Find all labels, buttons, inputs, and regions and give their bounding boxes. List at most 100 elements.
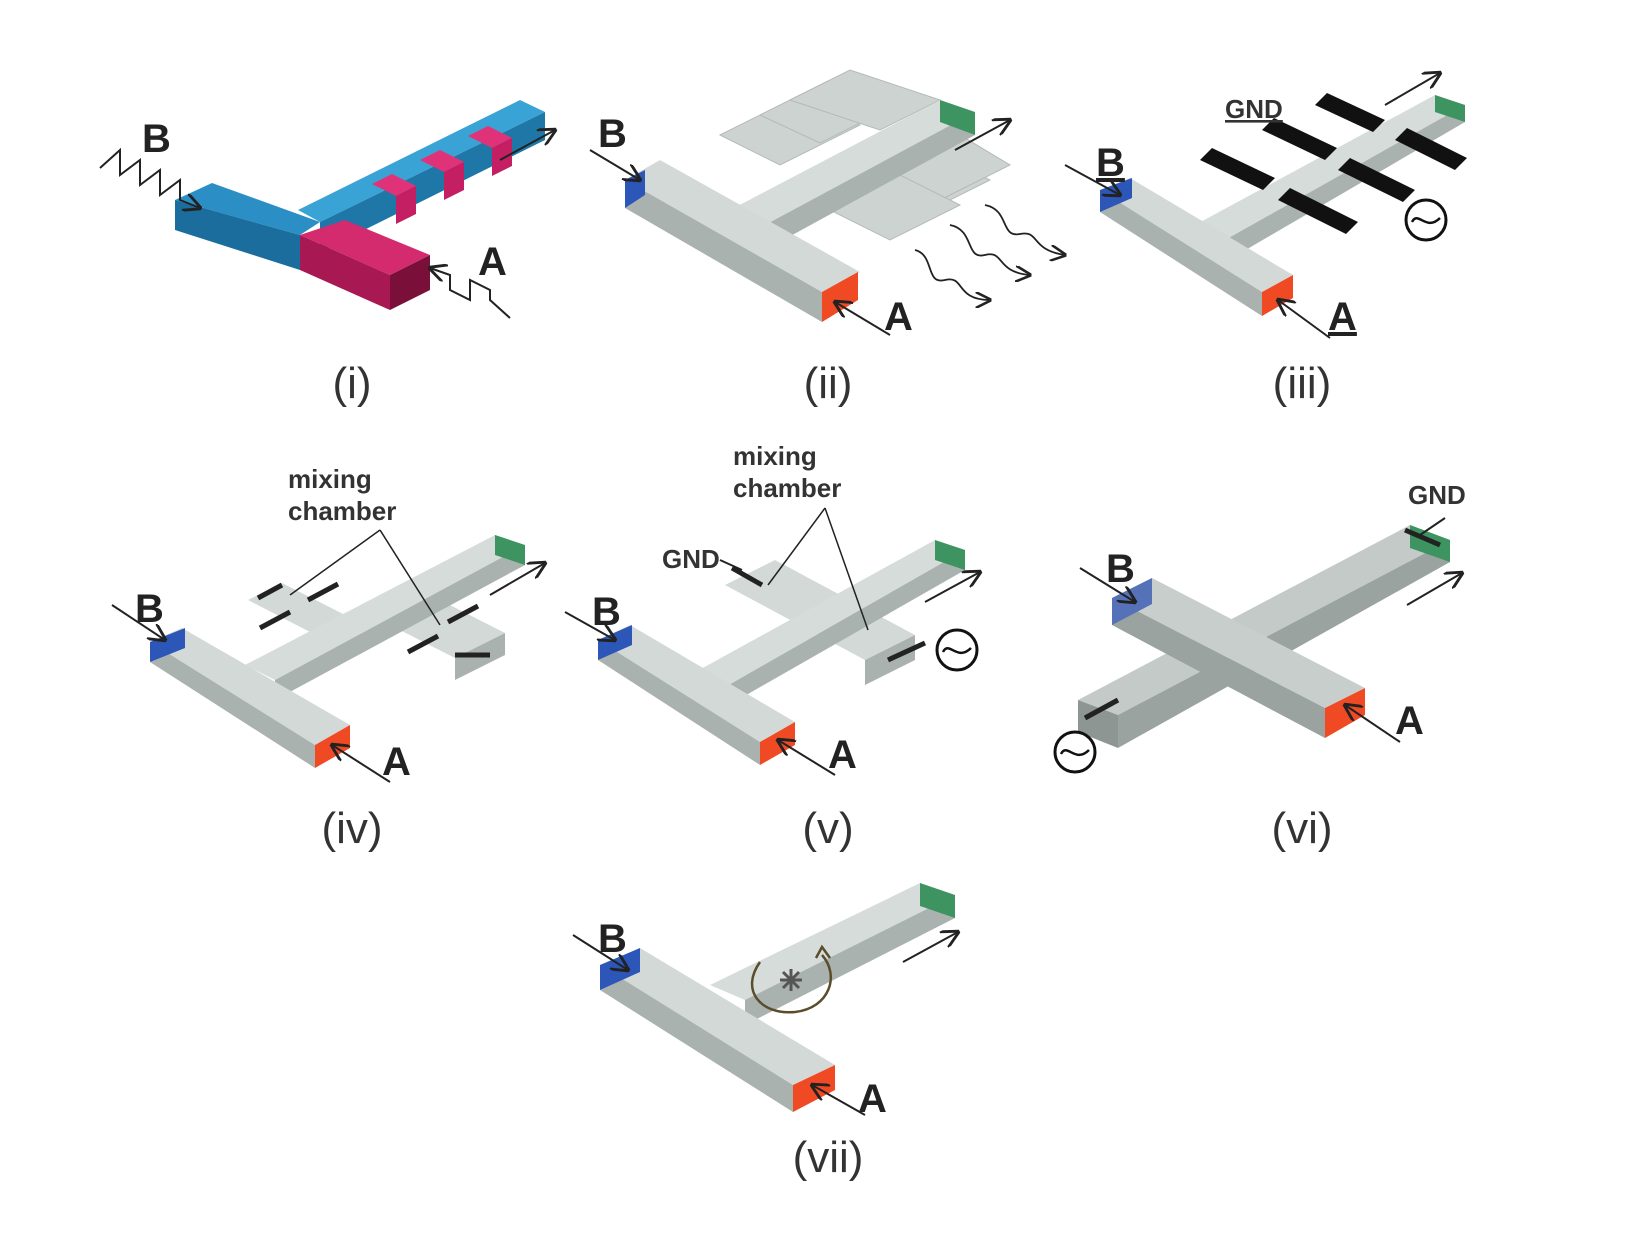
outlet-port — [935, 540, 965, 570]
inlet-b-arrow — [1079, 567, 1135, 602]
inlet-b-channel-side — [150, 642, 315, 768]
inlet-a-label: A — [1395, 699, 1424, 743]
inlet-b-label: B — [592, 590, 621, 634]
input-a-square-wave — [430, 268, 511, 319]
stripe-bands — [372, 126, 512, 224]
outlet-channel-top — [1195, 95, 1465, 240]
panel-label-i: (i) — [332, 359, 371, 408]
outlet-channel-top — [690, 540, 965, 690]
inlet-b-channel-side — [625, 180, 822, 322]
rotating-stirrer-icon — [750, 944, 832, 1014]
outlet-channel-top — [730, 100, 975, 225]
panel-label-v: (v) — [802, 804, 853, 853]
emission-wave-2 — [949, 224, 1030, 275]
inlet-a-arrow — [835, 302, 891, 336]
inlet-a-label: A — [382, 740, 411, 784]
inlet-b-channel-side — [1112, 598, 1325, 738]
outflow-arrow — [954, 120, 1010, 151]
chamber-pointer-2 — [379, 529, 441, 626]
inlet-a-label: A — [478, 240, 507, 284]
electrodes — [730, 565, 927, 663]
panel-vi: GND B A (vi) — [1053, 480, 1466, 853]
outflow-arrow — [1384, 73, 1440, 106]
outlet-channel-side — [275, 545, 525, 700]
annotation-line1: mixing — [733, 441, 817, 471]
ground-wire — [719, 559, 743, 571]
inlet-a-port — [1262, 275, 1293, 316]
outlet-channel-top — [710, 883, 955, 1000]
outflow-arrow — [489, 563, 545, 596]
outlet-port — [920, 883, 955, 918]
ground-label: GND — [1225, 94, 1283, 124]
ground-label: GND — [662, 544, 720, 574]
panel-label-vi: (vi) — [1271, 804, 1332, 853]
inlet-b-label: B — [142, 117, 171, 161]
annotation-line1: mixing — [288, 464, 372, 494]
inlet-b-arrow — [111, 604, 165, 640]
panel-label-vii: (vii) — [793, 1133, 864, 1182]
emission-wave-1 — [914, 249, 990, 300]
inlet-a-label: A — [1328, 295, 1357, 339]
inlet-b-channel-top — [598, 625, 795, 742]
chamber-pointer-1 — [767, 507, 826, 586]
outlet-channel-side — [765, 112, 975, 250]
electrodes — [1083, 527, 1441, 721]
inlet-a-channel-top — [300, 220, 430, 275]
annotation-line2: chamber — [288, 496, 396, 526]
outlet-port — [940, 100, 975, 135]
panel-i: B A (i) — [99, 100, 555, 408]
panel-label-iii: (iii) — [1273, 359, 1332, 408]
inlet-b-channel-top — [150, 628, 350, 745]
ground-label: GND — [1408, 480, 1466, 510]
electrode-array — [1200, 93, 1467, 234]
inlet-b-port — [150, 628, 185, 662]
inlet-b-channel-side — [598, 640, 760, 765]
inlet-a-label: A — [884, 295, 913, 339]
inlet-a-label: A — [858, 1077, 887, 1121]
inlet-b-arrow — [564, 611, 615, 640]
ac-source-icon — [1053, 730, 1097, 774]
cross-channel-top — [1078, 525, 1450, 715]
panel-label-ii: (ii) — [804, 359, 853, 408]
chamber-pointer-1 — [289, 529, 381, 596]
panel-label-iv: (iv) — [321, 804, 382, 853]
inlet-b-arrow — [1064, 164, 1120, 195]
inlet-b-channel-side — [175, 200, 300, 270]
inlet-b-channel-top — [1112, 578, 1365, 708]
inlet-a-arrow — [1345, 705, 1401, 743]
inlet-b-channel-top — [1100, 178, 1293, 292]
outlet-port — [1435, 95, 1465, 122]
ac-source-icon — [935, 628, 979, 672]
inlet-a-arrow — [778, 740, 836, 776]
inlet-a-arrow — [332, 745, 391, 783]
inlet-a-channel-end — [390, 255, 430, 310]
ac-source-icon — [1404, 198, 1448, 242]
inlet-b-label: B — [1106, 547, 1135, 591]
panel-ii: B A (ii) — [589, 69, 1065, 408]
input-b-square-wave — [99, 147, 200, 208]
inlet-b-channel-side — [600, 965, 793, 1112]
inlet-b-channel-top — [625, 160, 860, 292]
panel-v: mixing chamber GND B A (v) — [564, 441, 980, 853]
inlet-a-label: A — [828, 733, 857, 777]
outlet-channel-side — [745, 895, 955, 1025]
outlet-channel-side — [320, 112, 545, 252]
ground-wire — [1419, 517, 1446, 536]
outlet-port — [495, 535, 525, 565]
inlet-b-label: B — [1096, 141, 1125, 185]
cross-channel-side — [1118, 540, 1450, 748]
outlet-channel-side — [720, 550, 965, 710]
inlet-b-channel-side — [1100, 190, 1262, 316]
outflow-arrow — [924, 572, 980, 603]
panel-vii: B A (vii) — [572, 883, 958, 1182]
inlet-b-label: B — [135, 587, 164, 631]
inlet-b-arrow — [572, 934, 628, 970]
electrodes — [256, 581, 490, 658]
outlet-channel-top — [245, 535, 525, 680]
inlet-b-port — [598, 625, 632, 660]
inlet-a-arrow — [812, 1085, 866, 1116]
inlet-a-arrow — [1278, 300, 1331, 339]
emission-wave-3 — [984, 204, 1065, 255]
outflow-arrow — [902, 932, 958, 963]
